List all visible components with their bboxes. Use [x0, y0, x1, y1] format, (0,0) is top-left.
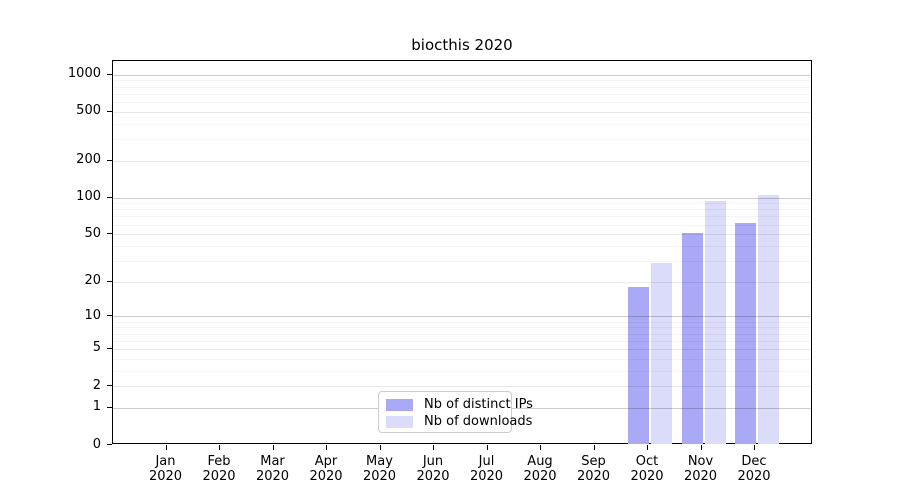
x-tick-mark [540, 445, 541, 450]
bar-distinct-ips [628, 287, 649, 444]
y-tick-label: 20 [84, 273, 101, 289]
legend-swatch-distinct-ips [386, 398, 413, 411]
x-tick-mark [647, 445, 648, 450]
bar-downloads [651, 262, 672, 444]
y-tick-mark [107, 73, 112, 75]
minor-gridline [113, 86, 811, 88]
legend-label: Nb of downloads [424, 414, 533, 429]
y-tick-mark [107, 385, 112, 387]
x-tick-label: Feb 2020 [202, 454, 236, 484]
y-tick-label: 10 [84, 307, 101, 323]
minor-gridline [113, 123, 811, 125]
legend-label: Nb of distinct IPs [424, 397, 533, 412]
x-tick-mark [272, 445, 274, 450]
x-tick-mark [593, 445, 595, 450]
x-tick-label: Jan 2020 [148, 454, 183, 484]
minor-gridline [113, 93, 811, 95]
y-tick-mark [107, 315, 112, 317]
x-tick-label: Sep 2020 [576, 454, 611, 484]
major-gridline [113, 160, 811, 162]
plot-area [112, 60, 812, 444]
legend-swatch-downloads [386, 415, 413, 428]
legend-item: Nb of downloads [386, 413, 532, 430]
y-tick-mark [107, 347, 112, 349]
minor-gridline [113, 139, 811, 141]
x-tick-label: May 2020 [362, 454, 397, 484]
x-tick-label: Apr 2020 [309, 454, 343, 484]
x-tick-label: Nov 2020 [683, 454, 718, 484]
x-tick-mark [165, 445, 167, 450]
x-tick-mark [433, 445, 434, 450]
x-tick-mark [326, 445, 327, 450]
x-tick-label: Dec 2020 [737, 454, 771, 484]
y-tick-mark [107, 110, 112, 112]
y-tick-label: 100 [76, 189, 101, 205]
major-gridline [113, 197, 811, 199]
legend: Nb of distinct IPs Nb of downloads [378, 391, 533, 433]
y-tick-mark [107, 196, 112, 198]
x-tick-mark [379, 445, 381, 450]
bar-distinct-ips [735, 222, 756, 444]
x-tick-mark [486, 445, 488, 450]
x-tick-mark [754, 445, 755, 450]
y-tick-label: 50 [84, 225, 101, 241]
y-tick-label: 1 [92, 399, 101, 415]
bar-downloads [758, 195, 779, 444]
y-tick-mark [107, 159, 112, 161]
y-tick-label: 0 [92, 436, 101, 452]
y-tick-label: 5 [92, 340, 101, 356]
y-tick-mark [107, 233, 112, 235]
legend-item: Nb of distinct IPs [386, 396, 533, 413]
chart-title: biocthis 2020 [411, 36, 513, 54]
major-gridline [113, 111, 811, 113]
y-tick-label: 1000 [67, 66, 101, 82]
y-tick-mark [107, 406, 112, 408]
x-tick-label: Jun 2020 [416, 454, 450, 484]
minor-gridline [113, 101, 811, 103]
bar-downloads [704, 200, 726, 444]
x-tick-label: Jul 2020 [469, 454, 504, 484]
bar-distinct-ips [681, 233, 703, 444]
minor-gridline [113, 80, 811, 82]
major-gridline [113, 74, 811, 76]
y-tick-label: 200 [76, 152, 101, 168]
y-tick-label: 500 [76, 103, 101, 119]
x-tick-label: Mar 2020 [255, 454, 290, 484]
y-tick-mark [107, 444, 112, 445]
x-tick-label: Aug 2020 [523, 454, 557, 484]
x-tick-mark [700, 445, 702, 450]
x-tick-mark [219, 445, 220, 450]
y-tick-mark [107, 280, 112, 282]
y-tick-label: 2 [92, 377, 101, 393]
x-tick-label: Oct 2020 [630, 454, 664, 484]
